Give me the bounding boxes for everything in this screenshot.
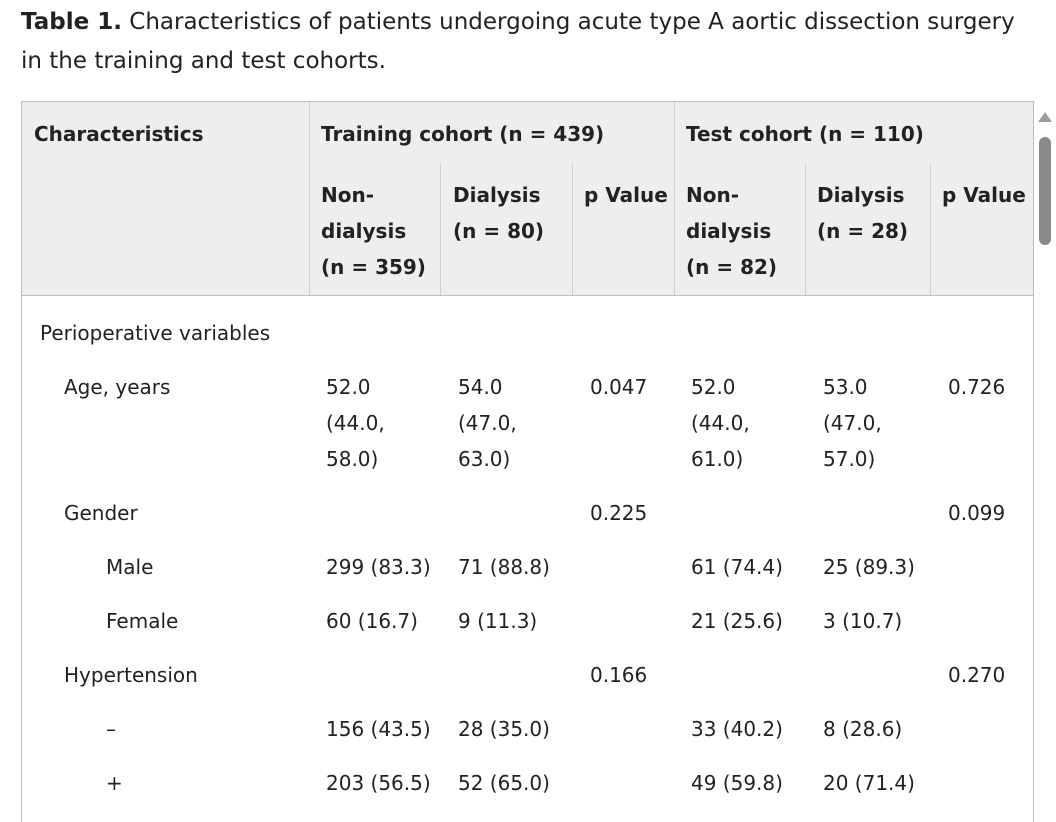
scroll-up-arrow-icon[interactable]	[1038, 112, 1052, 122]
training-p-cell: 0.225	[590, 501, 648, 525]
test-dialysis-cell: 8 (28.6)	[823, 717, 903, 741]
row-label: Gender	[64, 501, 138, 525]
caption-text: Characteristics of patients undergoing a…	[21, 9, 1015, 74]
training-nondialysis-cell: 156 (43.5)	[326, 717, 431, 741]
row-label: Age, years	[64, 375, 171, 399]
training-dialysis-cell: 52 (65.0)	[458, 771, 550, 795]
training-nondialysis-cell: 52.0 (44.0, 58.0)	[326, 375, 385, 471]
training-p-cell: 0.166	[590, 663, 648, 687]
divider	[309, 102, 310, 295]
test-nondialysis-cell: 33 (40.2)	[691, 717, 783, 741]
row-label: –	[106, 717, 116, 741]
test-nondialysis-cell: 52.0 (44.0, 61.0)	[691, 375, 750, 471]
section-label: Perioperative variables	[40, 321, 271, 345]
header-test-dialysis: Dialysis (n = 28)	[817, 183, 909, 243]
data-table: Characteristics Training cohort (n = 439…	[21, 101, 1034, 822]
divider	[674, 102, 675, 295]
training-dialysis-cell: 54.0 (47.0, 63.0)	[458, 375, 517, 471]
header-training-p-value: p Value	[584, 183, 668, 207]
divider	[805, 164, 806, 295]
training-nondialysis-cell: 203 (56.5)	[326, 771, 431, 795]
test-nondialysis-cell: 61 (74.4)	[691, 555, 783, 579]
test-nondialysis-cell: 21 (25.6)	[691, 609, 783, 633]
test-dialysis-cell: 53.0 (47.0, 57.0)	[823, 375, 882, 471]
training-p-cell: 0.047	[590, 375, 648, 399]
training-dialysis-cell: 9 (11.3)	[458, 609, 538, 633]
test-nondialysis-cell: 49 (59.8)	[691, 771, 783, 795]
header-test-cohort: Test cohort (n = 110)	[686, 122, 924, 146]
divider	[930, 164, 931, 295]
test-dialysis-cell: 3 (10.7)	[823, 609, 903, 633]
vertical-scrollbar[interactable]	[1036, 110, 1056, 792]
caption-label: Table 1.	[21, 9, 122, 35]
row-label: +	[106, 771, 123, 795]
table-header	[22, 102, 1033, 296]
training-dialysis-cell: 28 (35.0)	[458, 717, 550, 741]
training-nondialysis-cell: 60 (16.7)	[326, 609, 418, 633]
header-training-nondialysis: Non-dialysis (n = 359)	[321, 183, 426, 279]
header-test-nondialysis: Non-dialysis (n = 82)	[686, 183, 778, 279]
table-caption: Table 1. Characteristics of patients und…	[21, 3, 1041, 81]
row-label: Male	[106, 555, 154, 579]
training-dialysis-cell: 71 (88.8)	[458, 555, 550, 579]
test-p-cell: 0.099	[948, 501, 1006, 525]
test-p-cell: 0.726	[948, 375, 1006, 399]
test-dialysis-cell: 25 (89.3)	[823, 555, 915, 579]
divider	[440, 164, 441, 295]
training-nondialysis-cell: 299 (83.3)	[326, 555, 431, 579]
row-label: Female	[106, 609, 179, 633]
test-dialysis-cell: 20 (71.4)	[823, 771, 915, 795]
header-training-cohort: Training cohort (n = 439)	[321, 122, 605, 146]
header-test-p-value: p Value	[942, 183, 1026, 207]
scrollbar-thumb[interactable]	[1039, 137, 1051, 245]
divider	[572, 164, 573, 295]
header-characteristics: Characteristics	[34, 122, 204, 146]
row-label: Hypertension	[64, 663, 198, 687]
test-p-cell: 0.270	[948, 663, 1006, 687]
header-training-dialysis: Dialysis (n = 80)	[453, 183, 545, 243]
